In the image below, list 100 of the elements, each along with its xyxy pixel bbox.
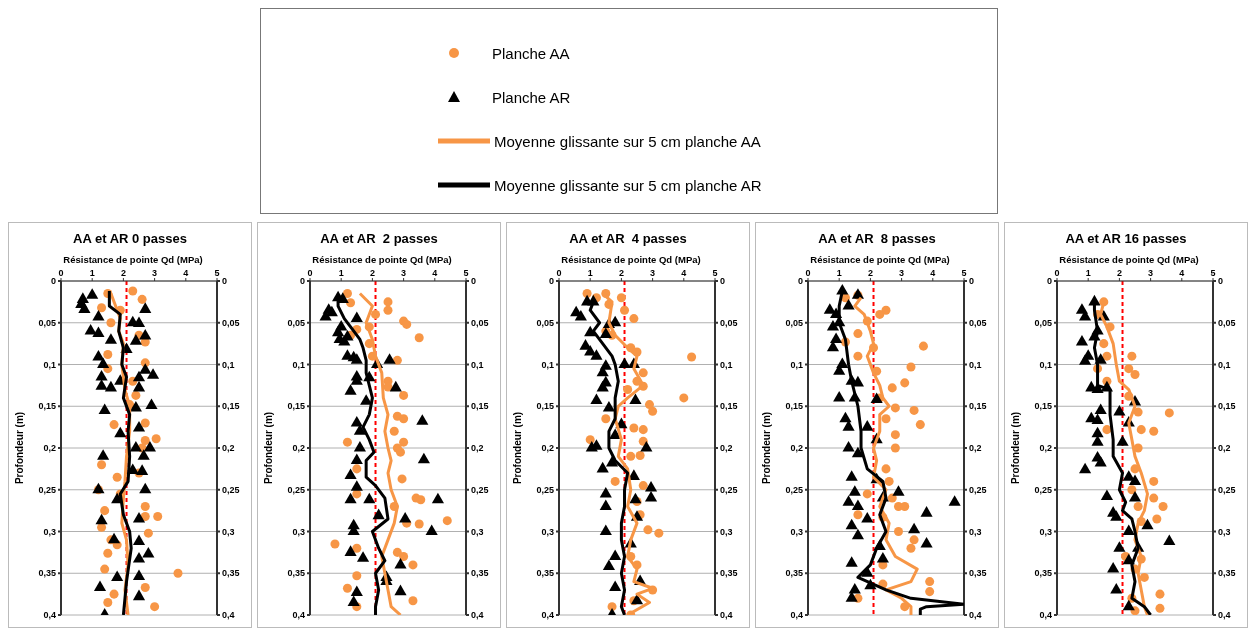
x-axis-title: Résistance de pointe Qd (MPa) (1058, 254, 1200, 265)
y2-tick-label: 0 (1218, 276, 1224, 287)
y-axis-title: Profondeur (m) (760, 411, 772, 485)
y2-tick-label: 0,4 (1218, 610, 1231, 621)
y2-tick-label: 0,15 (222, 401, 240, 412)
chart-title: AA et AR 8 passes (817, 231, 937, 246)
y-tick-label: 0,15 (287, 401, 305, 412)
y-tick-label: 0,1 (292, 359, 305, 370)
y-tick-label: 0,2 (541, 443, 554, 454)
y2-tick-label: 0,2 (720, 443, 733, 454)
y-axis-title: Profondeur (m) (262, 411, 274, 485)
x-tick-label: 2 (120, 268, 126, 278)
x-axis-title: Résistance de pointe Qd (MPa) (311, 254, 453, 265)
x-tick-label: 5 (214, 268, 220, 278)
y2-tick-label: 0,15 (1218, 401, 1236, 412)
y-tick-label: 0,05 (38, 317, 56, 328)
y-tick-label: 0,05 (1034, 317, 1052, 328)
chart-title: AA et AR 0 passes (72, 231, 188, 246)
y-tick-label: 0,25 (536, 484, 554, 495)
y2-tick-label: 0,35 (969, 568, 987, 579)
x-tick-label: 3 (899, 268, 905, 278)
y2-tick-label: 0,3 (969, 526, 982, 537)
x-tick-label: 1 (836, 268, 842, 278)
y2-tick-label: 0,05 (720, 317, 738, 328)
legend-label: Moyenne glissante sur 5 cm planche AA (494, 132, 761, 150)
chart-title: AA et AR 2 passes (319, 231, 439, 246)
y-tick-label: 0,25 (287, 484, 305, 495)
y2-tick-label: 0,3 (1218, 526, 1231, 537)
y-tick-label: 0,15 (785, 401, 803, 412)
y-axis-title: Profondeur (m) (1009, 411, 1021, 485)
x-tick-label: 4 (1179, 268, 1185, 278)
y2-tick-label: 0,35 (720, 568, 738, 579)
x-tick-label: 5 (463, 268, 469, 278)
y-tick-label: 0,2 (1039, 443, 1052, 454)
y2-tick-label: 0,25 (969, 484, 987, 495)
y2-tick-label: 0,35 (1218, 568, 1236, 579)
y-tick-label: 0,3 (43, 526, 56, 537)
y2-tick-label: 0,05 (471, 317, 489, 328)
x-tick-label: 4 (183, 268, 189, 278)
x-tick-label: 2 (618, 268, 624, 278)
y-tick-label: 0,4 (1039, 610, 1052, 621)
y-tick-label: 0,35 (785, 568, 803, 579)
y2-tick-label: 0,15 (471, 401, 489, 412)
y2-tick-label: 0,25 (720, 484, 738, 495)
y-tick-label: 0,25 (38, 484, 56, 495)
y-tick-label: 0 (299, 276, 305, 287)
y-tick-label: 0,3 (292, 526, 305, 537)
y-tick-label: 0 (548, 276, 554, 287)
y-tick-label: 0,05 (785, 317, 803, 328)
y2-tick-label: 0,25 (471, 484, 489, 495)
y-tick-label: 0 (50, 276, 56, 287)
y-tick-label: 0 (797, 276, 803, 287)
y2-tick-label: 0,1 (471, 359, 484, 370)
y2-tick-label: 0,15 (720, 401, 738, 412)
y-tick-label: 0,25 (785, 484, 803, 495)
y2-tick-label: 0,1 (969, 359, 982, 370)
x-tick-label: 1 (1085, 268, 1091, 278)
x-tick-label: 1 (89, 268, 95, 278)
y-tick-label: 0,35 (287, 568, 305, 579)
y2-tick-label: 0,25 (1218, 484, 1236, 495)
y-tick-label: 0,1 (541, 359, 554, 370)
y2-tick-label: 0,15 (969, 401, 987, 412)
y2-tick-label: 0,1 (720, 359, 733, 370)
y2-tick-label: 0,1 (1218, 359, 1231, 370)
x-tick-label: 0 (1054, 268, 1060, 278)
y-tick-label: 0,3 (541, 526, 554, 537)
y2-tick-label: 0,2 (969, 443, 982, 454)
y-tick-label: 0,2 (790, 443, 803, 454)
x-axis-title: Résistance de pointe Qd (MPa) (560, 254, 702, 265)
x-tick-label: 2 (1116, 268, 1122, 278)
y2-tick-label: 0,3 (471, 526, 484, 537)
y-tick-label: 0 (1046, 276, 1052, 287)
x-tick-label: 2 (369, 268, 375, 278)
y2-tick-label: 0,05 (1218, 317, 1236, 328)
y-tick-label: 0,4 (43, 610, 56, 621)
y-tick-label: 0,2 (43, 443, 56, 454)
y-axis-title: Profondeur (m) (13, 411, 25, 485)
chart-title: AA et AR 16 passes (1064, 231, 1188, 246)
y-tick-label: 0,15 (38, 401, 56, 412)
y2-tick-label: 0,35 (471, 568, 489, 579)
y-tick-label: 0,25 (1034, 484, 1052, 495)
y-tick-label: 0,35 (536, 568, 554, 579)
legend-label: Planche AR (492, 88, 571, 106)
y-tick-label: 0,05 (287, 317, 305, 328)
x-tick-label: 3 (152, 268, 158, 278)
y2-tick-label: 0,25 (222, 484, 240, 495)
x-tick-label: 1 (338, 268, 344, 278)
y-tick-label: 0,35 (38, 568, 56, 579)
y2-tick-label: 0,2 (222, 443, 235, 454)
y2-tick-label: 0 (720, 276, 726, 287)
y-tick-label: 0,1 (1039, 359, 1052, 370)
x-axis-title: Résistance de pointe Qd (MPa) (62, 254, 204, 265)
y2-tick-label: 0 (471, 276, 477, 287)
x-tick-label: 0 (805, 268, 811, 278)
x-tick-label: 5 (1210, 268, 1216, 278)
y2-tick-label: 0,3 (222, 526, 235, 537)
x-tick-label: 4 (930, 268, 936, 278)
x-tick-label: 0 (556, 268, 562, 278)
y2-tick-label: 0 (969, 276, 975, 287)
y-tick-label: 0,4 (790, 610, 803, 621)
